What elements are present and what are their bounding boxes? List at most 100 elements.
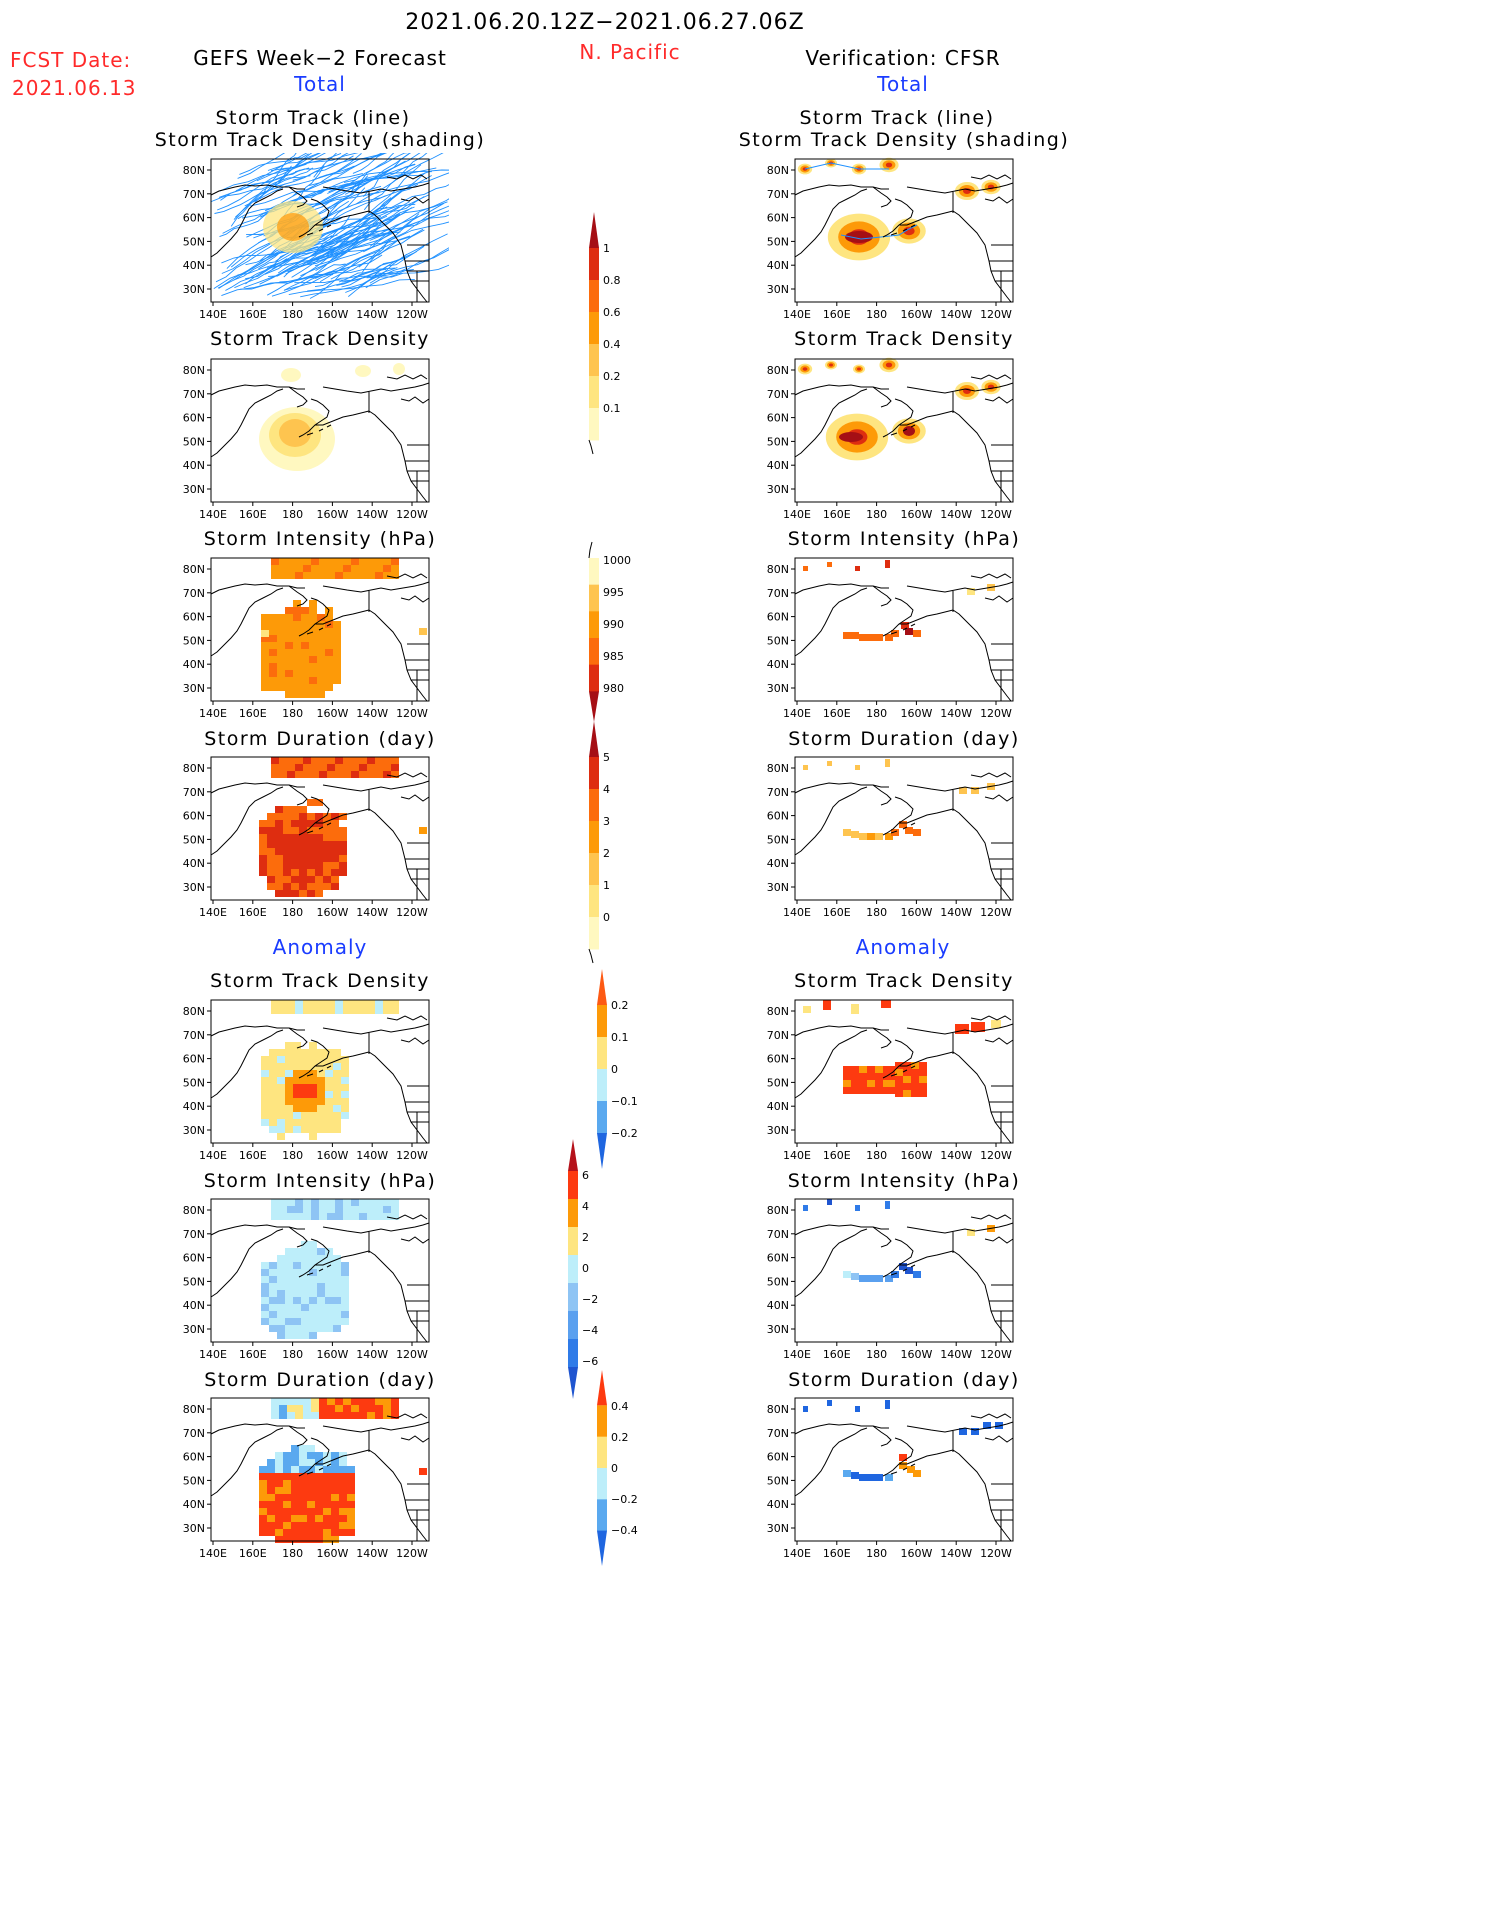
grid-cell <box>319 1213 327 1220</box>
grid-cell <box>309 1304 317 1311</box>
grid-cell <box>851 1066 859 1073</box>
colorbar-swatch <box>568 1171 578 1200</box>
grid-cell <box>323 841 331 848</box>
grid-cell <box>299 1515 307 1522</box>
grid-cell <box>295 1000 303 1007</box>
grid-cell <box>309 607 317 614</box>
grid-cell <box>339 834 347 841</box>
grid-cell <box>351 757 359 764</box>
grid-cell <box>293 663 301 670</box>
lon-label: 140E <box>783 906 811 919</box>
grid-cell <box>323 1487 331 1494</box>
map-cfsr-density: 80N 70N 60N 50N 40N 30N 140E 160E 180 160W 140W 120… <box>755 353 1033 522</box>
coastline <box>882 398 954 438</box>
storm-track-line <box>279 267 396 283</box>
grid-cell <box>303 1000 311 1007</box>
lon-label: 160W <box>316 1149 348 1162</box>
lat-label: 50N <box>183 235 205 248</box>
coastline <box>306 224 332 236</box>
map-gefs-density-anomaly: 80N 70N 60N 50N 40N 30N 140E 160E 180 160W 140W 120… <box>171 994 449 1163</box>
coastline <box>906 1023 1014 1035</box>
grid-cell <box>375 757 383 764</box>
lon-label: 160W <box>900 707 932 720</box>
grid-cell <box>285 1276 293 1283</box>
grid-cell <box>315 1494 323 1501</box>
grid-cell <box>339 813 347 820</box>
grid-cell <box>277 1112 285 1119</box>
grid-cell <box>309 1077 317 1084</box>
lon-label: 160W <box>316 1547 348 1560</box>
grid-cell <box>843 1080 851 1087</box>
grid-cell <box>911 1090 919 1097</box>
coastline <box>890 224 916 236</box>
grid-cell <box>277 635 285 642</box>
grid-cell <box>293 1248 301 1255</box>
colorbar-duration-anomaly: 0.4 0.2 0 −0.2 −0.4 <box>591 1354 661 1582</box>
grid-cell <box>983 1422 991 1429</box>
coastline <box>872 585 892 607</box>
grid-cell <box>299 876 307 883</box>
coastline <box>794 786 868 856</box>
grid-cell <box>351 1000 359 1007</box>
lon-label: 140W <box>356 1149 388 1162</box>
grid-cell <box>333 642 341 649</box>
grid-cell <box>327 764 335 771</box>
density-shade <box>279 419 311 447</box>
grid-cell <box>271 771 279 778</box>
grid-cell <box>339 827 347 834</box>
grid-cell <box>291 841 299 848</box>
grid-cell <box>347 1473 355 1480</box>
grid-cell <box>851 1073 859 1080</box>
grid-cell <box>343 565 351 572</box>
colorbar-label: 980 <box>603 682 624 695</box>
grid-cell <box>301 1077 309 1084</box>
colorbar-label: −0.2 <box>611 1127 638 1140</box>
grid-cell <box>309 1084 317 1091</box>
grid-cell <box>383 572 391 579</box>
grid-cell <box>267 1466 275 1473</box>
colorbar-swatch <box>568 1311 578 1340</box>
grid-cell <box>269 1262 277 1269</box>
coastline <box>405 1284 429 1342</box>
grid-cell <box>333 1276 341 1283</box>
grid-cell <box>301 1311 309 1318</box>
grid-cell <box>277 1119 285 1126</box>
storm-track-line <box>343 148 427 183</box>
grid-cell <box>261 1283 269 1290</box>
grid-cell <box>335 1000 343 1007</box>
lon-label: 120W <box>980 906 1012 919</box>
grid-cell <box>319 771 327 778</box>
grid-cell <box>885 1474 893 1481</box>
grid-cell <box>271 572 279 579</box>
grid-cell <box>341 1063 349 1070</box>
storm-track-line <box>358 204 453 268</box>
lon-label: 180 <box>282 308 303 321</box>
grid-cell <box>317 677 325 684</box>
grid-cell <box>259 855 267 862</box>
grid-cell <box>299 1487 307 1494</box>
map-frame <box>794 557 1014 702</box>
grid-cell <box>317 1098 325 1105</box>
lon-label: 180 <box>282 1149 303 1162</box>
grid-cell <box>283 827 291 834</box>
grid-cell <box>315 1522 323 1529</box>
grid-cell <box>359 764 367 771</box>
grid-cell <box>277 670 285 677</box>
grid-cell <box>317 1077 325 1084</box>
lon-label: 160W <box>316 308 348 321</box>
grid-cell <box>419 1468 427 1475</box>
storm-track-line <box>288 278 415 296</box>
grid-cell <box>307 1515 315 1522</box>
grid-cell <box>827 761 832 766</box>
grid-cell <box>299 806 307 813</box>
grid-cell <box>307 1459 315 1466</box>
grid-cell <box>301 1070 309 1077</box>
grid-cell <box>307 820 315 827</box>
grid-cell <box>275 883 283 890</box>
grid-cell <box>299 1473 307 1480</box>
grid-cell <box>269 1091 277 1098</box>
grid-cell <box>261 1105 269 1112</box>
grid-cell <box>269 635 277 642</box>
grid-cell <box>851 1472 859 1479</box>
grid-cell <box>285 1042 293 1049</box>
